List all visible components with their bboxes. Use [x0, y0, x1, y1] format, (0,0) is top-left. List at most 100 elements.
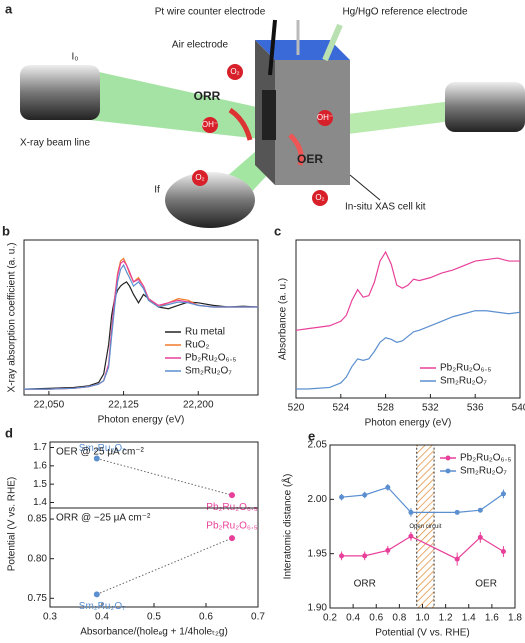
x-tick-label: 1.6	[485, 613, 499, 624]
x-tick-label: 0.3	[43, 612, 57, 623]
annotation: ORR	[354, 579, 376, 590]
legend-label: Pb₂Ru₂O₆.₅	[460, 453, 511, 464]
plot-frame	[295, 239, 521, 399]
x-tick-label: 0.6	[369, 613, 383, 624]
legend-label: Ru metal	[185, 327, 225, 338]
data-point	[339, 553, 345, 559]
y-tick-label: 1.7	[33, 442, 47, 453]
y-tick-label: 2.05	[308, 440, 328, 451]
y-tick-label: 2.00	[308, 494, 328, 505]
data-point	[362, 492, 368, 498]
annotation: OER	[475, 579, 497, 590]
panel-label: e	[308, 428, 315, 443]
x-tick-label: 0.8	[392, 613, 406, 624]
series-line	[296, 310, 521, 390]
series-line	[295, 250, 520, 331]
x-axis-title: Potential (V vs. RHE)	[375, 628, 469, 639]
molecule-label: O₂	[230, 67, 239, 76]
x-tick-label: 540	[512, 403, 525, 414]
point-label: Sm₂Ru₂O₇	[79, 443, 126, 454]
y-tick-label: 1.6	[33, 460, 47, 471]
y-tick-label: 0.85	[28, 514, 48, 525]
annotation: OER @ 25 μA cm⁻²	[56, 447, 145, 458]
x-tick-label: 1.2	[439, 613, 453, 624]
x-axis-title: Photon energy (eV)	[98, 415, 185, 426]
y-tick-label: 1.90	[308, 603, 328, 614]
o2-molecule	[192, 170, 208, 186]
x-axis-title: Photon energy (eV)	[365, 418, 452, 429]
y-axis-title: Potential (V vs. RHE)	[7, 477, 18, 571]
oh-molecule	[317, 110, 333, 126]
panel-label: c	[274, 223, 281, 238]
y-tick-label: 1.95	[308, 548, 328, 559]
x-tick-label: 22,200	[183, 400, 214, 411]
legend-label: Pb₂Ru₂O₆.₅	[185, 353, 236, 364]
data-point	[229, 492, 235, 499]
legend-label: RuO₂	[185, 340, 210, 351]
x-tick-label: 0.7	[251, 612, 265, 623]
shade-label: Open circuit	[409, 524, 441, 530]
oh-molecule	[202, 117, 218, 133]
o2-molecule	[227, 64, 243, 80]
x-tick-label: 0.4	[346, 613, 360, 624]
data-point	[339, 494, 345, 500]
data-point	[229, 535, 235, 542]
data-point	[385, 484, 391, 490]
legend-label: Sm₂Ru₂O₇	[440, 376, 487, 387]
series-line	[24, 263, 258, 390]
data-point	[477, 507, 483, 513]
y-tick-label: 0.75	[28, 593, 48, 604]
point-label: Sm₂Ru₂O₇	[79, 601, 126, 612]
data-point	[93, 591, 100, 598]
molecule-label: O₂	[315, 193, 324, 202]
legend-label: Sm₂Ru₂O₇	[185, 366, 232, 377]
x-tick-label: 0.2	[323, 613, 337, 624]
y-tick-label: 1.4	[33, 497, 47, 508]
x-tick-label: 0.4	[95, 612, 109, 623]
panel-label: a	[5, 1, 13, 16]
data-point	[362, 553, 368, 559]
diagram-label: If	[154, 185, 160, 196]
y-axis-title: X-ray absorption coefficient (a. u.)	[7, 243, 18, 393]
schematic	[20, 19, 525, 228]
x-tick-label: 524	[332, 403, 349, 414]
y-axis-title: Interatomic distance (Å)	[281, 474, 294, 580]
x-tick-label: 1.0	[416, 613, 430, 624]
legend-label: Sm₂Ru₂O₇	[460, 466, 507, 477]
plot-frame	[23, 239, 259, 396]
data-point	[385, 547, 391, 553]
diagram-label: Pt wire counter electrode	[155, 7, 266, 18]
series-line	[23, 281, 259, 390]
y-axis-title: Absorbance (a. u.)	[278, 278, 289, 360]
o2-molecule	[312, 190, 328, 206]
diagram-label: Air electrode	[172, 40, 229, 51]
x-tick-label: 22,125	[108, 400, 139, 411]
molecule-label: OH⁻	[317, 113, 333, 122]
x-tick-label: 528	[377, 403, 394, 414]
x-tick-label: 520	[288, 403, 305, 414]
point-label: Pb₂Ru₂O₆.₅	[206, 521, 257, 532]
diagram-label: OER	[297, 152, 323, 166]
data-point	[454, 556, 460, 562]
annotation: ORR @ −25 μA cm⁻²	[56, 513, 151, 524]
diagram-label: ORR	[194, 89, 221, 103]
diagram-label: In-situ XAS cell kit	[345, 202, 426, 213]
trend-line	[96, 458, 233, 496]
data-point	[93, 455, 100, 462]
diagram-label: Hg/HgO reference electrode	[342, 7, 468, 18]
point-label: Pb₂Ru₂O₆.₅	[206, 502, 257, 513]
trend-line	[96, 537, 233, 595]
data-point	[408, 509, 414, 515]
panel-label: b	[2, 223, 10, 238]
data-point	[408, 533, 414, 539]
data-point	[454, 509, 460, 515]
x-tick-label: 1.8	[508, 613, 522, 624]
x-tick-label: 22,050	[34, 400, 65, 411]
data-point	[500, 548, 506, 554]
molecule-label: O₂	[195, 173, 204, 182]
diagram-label: X-ray beam line	[20, 138, 90, 149]
molecule-label: OH⁻	[202, 120, 218, 129]
data-point	[500, 491, 506, 497]
x-tick-label: 1.4	[462, 613, 476, 624]
